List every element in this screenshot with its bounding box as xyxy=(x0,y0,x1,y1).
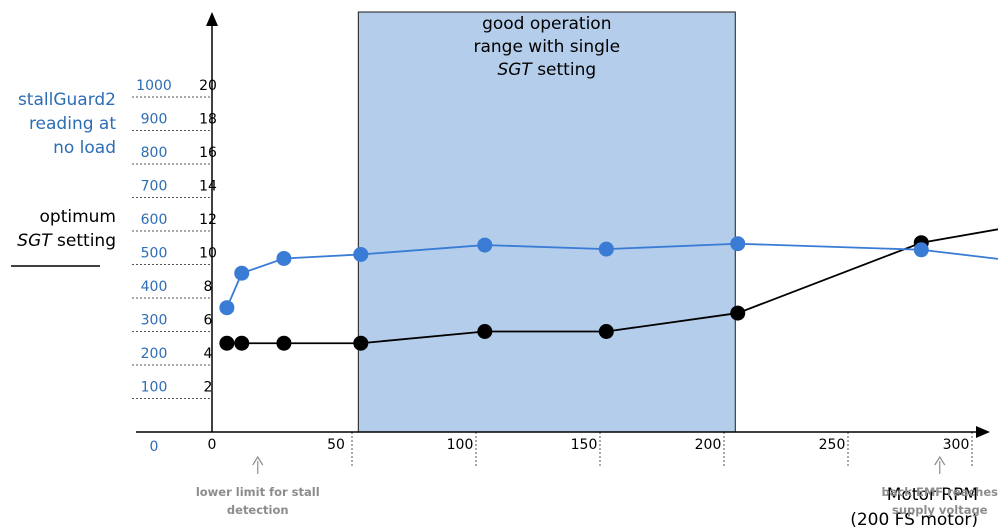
data-point-blue xyxy=(234,265,250,281)
y-tick-blue: 100 xyxy=(141,380,168,396)
annotation-text: detection xyxy=(227,503,289,517)
y-tick-blue: 300 xyxy=(141,313,168,329)
y-tick-black: 2 xyxy=(204,380,213,396)
y-tick-blue: 900 xyxy=(141,112,168,128)
band-label-line: range with single xyxy=(473,37,620,57)
x-tick-label: 200 xyxy=(695,437,722,453)
good-operation-band xyxy=(357,11,736,433)
x-axis-arrow xyxy=(976,426,990,438)
y-axis-title-black-part: SGT xyxy=(17,231,53,251)
y-tick-black: 20 xyxy=(199,78,217,94)
y-axis-title-black: optimum xyxy=(40,207,116,227)
data-point-black xyxy=(477,324,493,339)
x-tick-label: 250 xyxy=(819,437,846,453)
x-tick-label: 150 xyxy=(571,437,598,453)
y-tick-black: 4 xyxy=(204,346,213,362)
x-tick-label: 300 xyxy=(943,437,970,453)
y-tick-black: 16 xyxy=(199,145,217,161)
data-point-black xyxy=(234,335,250,351)
data-point-blue xyxy=(913,242,929,258)
x-axis-title: Motor RPM xyxy=(887,485,978,505)
x-tick-label: 0 xyxy=(208,437,217,453)
y-tick-black: 14 xyxy=(199,179,217,195)
y-tick-black: 12 xyxy=(199,212,217,228)
annotation-arrowhead xyxy=(252,455,264,466)
y-tick-blue: 500 xyxy=(141,246,168,262)
annotation-text: back EMF reaches xyxy=(882,485,998,499)
y-tick-black: 8 xyxy=(204,279,213,295)
annotation-text: supply voltage xyxy=(892,503,988,517)
y-tick-black: 18 xyxy=(199,112,217,128)
band-label-line: good operation xyxy=(482,14,611,34)
data-point-black xyxy=(730,305,746,321)
annotation-arrowhead xyxy=(934,455,946,466)
x-axis-title: (200 FS motor) xyxy=(850,510,978,530)
y-tick-blue: 600 xyxy=(141,212,168,228)
data-point-black xyxy=(598,324,614,339)
data-point-black xyxy=(219,335,235,351)
band-label-line-part: setting xyxy=(532,60,596,80)
y-tick-blue-zero: 0 xyxy=(150,439,159,455)
annotation-text: lower limit for stall xyxy=(196,485,320,499)
y-axis-arrow xyxy=(206,12,218,26)
y-tick-black: 10 xyxy=(199,246,217,262)
y-tick-blue: 1000 xyxy=(136,78,172,94)
y-tick-blue: 200 xyxy=(141,346,168,362)
y-tick-blue: 800 xyxy=(141,145,168,161)
data-point-blue xyxy=(353,246,369,262)
data-point-blue xyxy=(730,236,746,252)
x-tick-label: 100 xyxy=(447,437,474,453)
y-axis-title-blue: reading at xyxy=(29,114,116,134)
band-label-line: SGT setting xyxy=(497,60,596,80)
data-point-blue xyxy=(219,300,235,316)
y-tick-blue: 700 xyxy=(141,179,168,195)
y-axis-title-black: SGT setting xyxy=(17,231,116,251)
y-axis-title-blue: stallGuard2 xyxy=(18,90,116,110)
y-tick-blue: 400 xyxy=(141,279,168,295)
data-point-blue xyxy=(477,237,493,253)
y-tick-black: 6 xyxy=(204,313,213,329)
data-point-black xyxy=(353,335,369,351)
data-point-blue xyxy=(276,250,292,266)
data-point-blue xyxy=(598,241,614,257)
data-point-black xyxy=(276,335,292,351)
x-tick-label: 50 xyxy=(327,437,345,453)
y-axis-title-blue: no load xyxy=(53,138,116,158)
y-axis-title-black-part: setting xyxy=(52,231,116,251)
band-label-line-part: SGT xyxy=(497,60,533,80)
